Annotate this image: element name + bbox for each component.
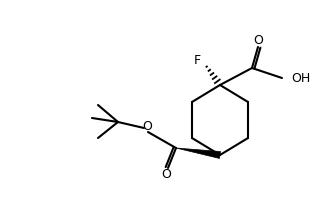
Text: O: O <box>142 119 152 133</box>
Polygon shape <box>176 148 220 159</box>
Text: OH: OH <box>291 71 310 84</box>
Text: F: F <box>194 54 201 67</box>
Text: O: O <box>253 34 263 46</box>
Text: O: O <box>161 168 171 181</box>
